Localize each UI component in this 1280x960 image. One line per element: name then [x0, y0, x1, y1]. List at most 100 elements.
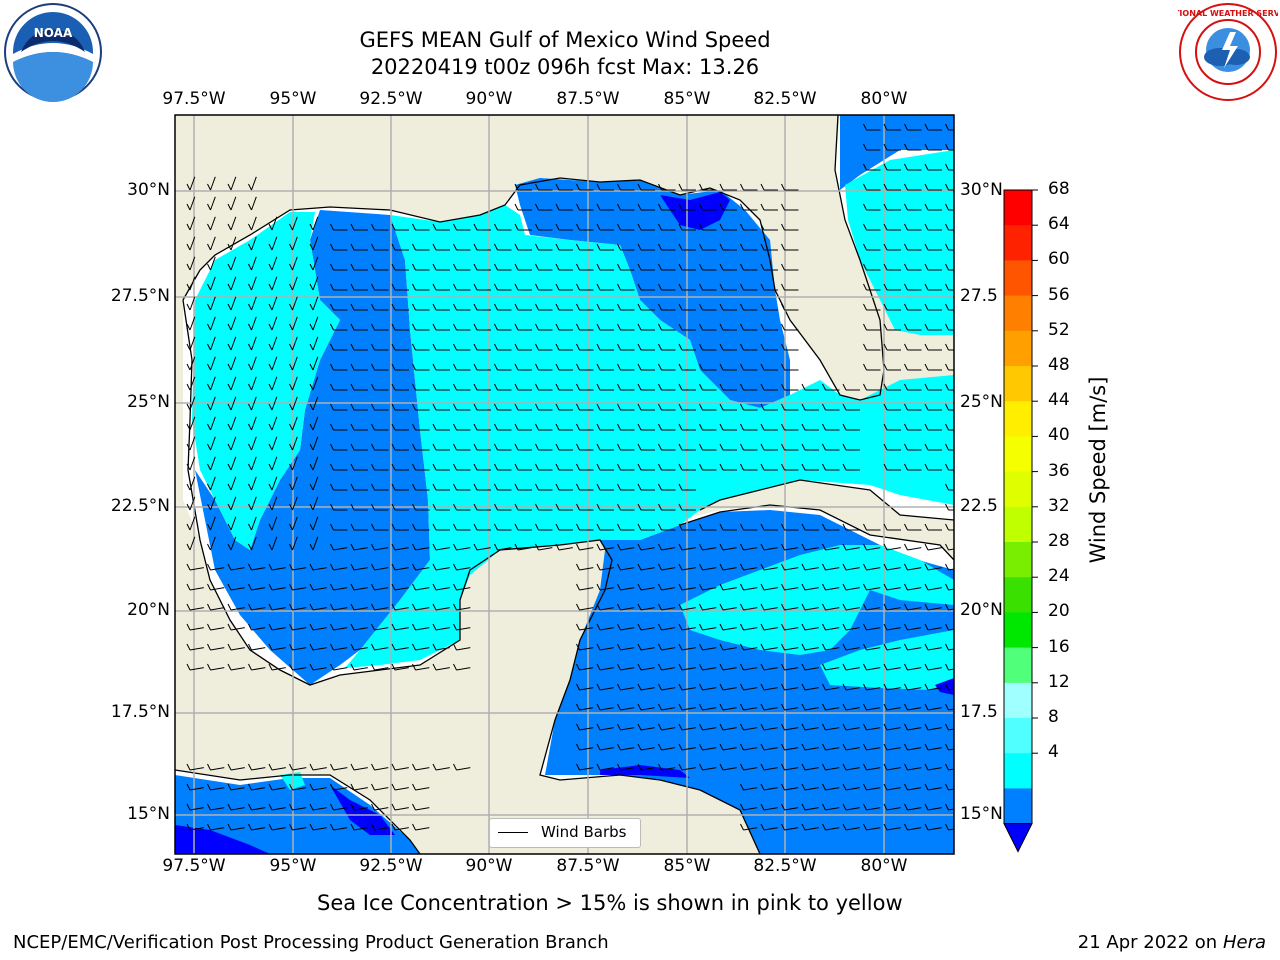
wind-barb	[924, 203, 942, 211]
wind-barb	[227, 336, 237, 351]
wind-barb	[637, 323, 655, 331]
wind-barb	[494, 543, 512, 551]
wind-barb	[350, 663, 368, 671]
wind-barb	[248, 296, 257, 311]
wind-barb	[350, 643, 368, 651]
wind-barb	[842, 423, 860, 431]
wind-barb	[227, 356, 237, 371]
wind-barb	[207, 256, 216, 271]
wind-barb	[842, 783, 860, 791]
lon-label-bottom: 95°W	[269, 856, 317, 876]
wind-barb	[924, 343, 942, 351]
wind-barb	[883, 443, 901, 451]
wind-barb	[658, 263, 676, 271]
wind-barb	[350, 403, 368, 411]
wind-barb	[473, 523, 491, 531]
wind-barb	[863, 243, 881, 251]
noaa-logo: NOAA	[3, 2, 103, 102]
wind-barb	[678, 363, 696, 371]
wind-barb	[719, 703, 737, 711]
wind-barb	[617, 723, 635, 731]
wind-barb	[945, 303, 954, 311]
wind-barb	[248, 456, 257, 471]
wind-barb	[863, 263, 881, 271]
wind-barb	[760, 783, 778, 791]
wind-barb	[617, 263, 635, 271]
wind-barb	[781, 583, 799, 591]
wind-barb	[473, 243, 491, 251]
wind-barb	[719, 243, 737, 251]
wind-barb	[699, 663, 717, 671]
wind-barb	[719, 183, 737, 191]
wind-barb	[883, 823, 901, 831]
wind-barb	[330, 223, 348, 231]
wind-barb	[371, 263, 389, 271]
colorbar-tick-label: 36	[1048, 460, 1070, 481]
wind-barb	[309, 356, 319, 371]
wind-barb	[822, 423, 840, 431]
wind-barb	[904, 443, 922, 451]
wind-barb	[186, 476, 196, 491]
colorbar-segment	[1004, 330, 1032, 367]
wind-barb	[432, 283, 450, 291]
wind-barb	[453, 363, 471, 371]
map-title-line1: GEFS MEAN Gulf of Mexico Wind Speed	[359, 28, 771, 52]
wind-barb	[391, 283, 409, 291]
wind-barb	[863, 163, 881, 171]
wind-barb	[904, 223, 922, 231]
colorbar-segment	[1004, 612, 1032, 649]
wind-barb	[699, 623, 717, 631]
wind-barb	[863, 383, 881, 391]
wind-barb	[883, 763, 901, 771]
wind-barb	[227, 316, 237, 331]
wind-barb	[740, 763, 758, 771]
wind-barb	[822, 463, 840, 471]
wind-barb	[801, 523, 819, 531]
wind-barb	[719, 203, 737, 211]
wind-barb	[842, 403, 860, 411]
wind-barb	[330, 663, 348, 671]
wind-barb	[350, 603, 368, 611]
wind-barb	[617, 203, 635, 211]
wind-barb	[658, 363, 676, 371]
wind-barb	[924, 383, 942, 391]
wind-barb	[576, 663, 594, 671]
wind-barb	[945, 563, 954, 571]
wind-barb	[924, 123, 942, 131]
wind-barb	[637, 383, 655, 391]
wind-barb	[289, 316, 298, 331]
map-frame	[174, 114, 955, 855]
wind-barb	[740, 803, 758, 811]
wind-barb	[309, 276, 319, 291]
wind-barb	[781, 563, 799, 571]
wind-barb	[924, 803, 942, 811]
wind-barb	[678, 703, 696, 711]
wind-barb	[842, 623, 860, 631]
wind-barb	[350, 243, 368, 251]
wind-barb	[514, 423, 532, 431]
wind-barb	[576, 183, 594, 191]
wind-barb	[268, 663, 286, 671]
wind-barb	[289, 396, 298, 411]
wind-barb	[740, 203, 758, 211]
wind-barb	[678, 183, 696, 191]
lon-label-top: 82.5°W	[753, 89, 817, 109]
wind-barb	[904, 383, 922, 391]
wind-barb	[924, 543, 942, 551]
wind-barb	[494, 303, 512, 311]
wind-barb	[822, 443, 840, 451]
wind-barb	[391, 643, 409, 651]
wind-barb	[760, 363, 778, 371]
wind-barb	[535, 543, 553, 551]
wind-barb	[924, 703, 942, 711]
wind-barb	[781, 463, 799, 471]
wind-barb	[309, 256, 319, 271]
lon-label-bottom: 80°W	[860, 856, 908, 876]
colorbar-segment	[1004, 225, 1032, 261]
coastline-cuba	[699, 479, 954, 521]
wind-barb	[494, 403, 512, 411]
wind-barb	[658, 603, 676, 611]
wind-barb	[412, 463, 430, 471]
wind-barb	[309, 803, 327, 811]
wind-barb	[904, 123, 922, 131]
